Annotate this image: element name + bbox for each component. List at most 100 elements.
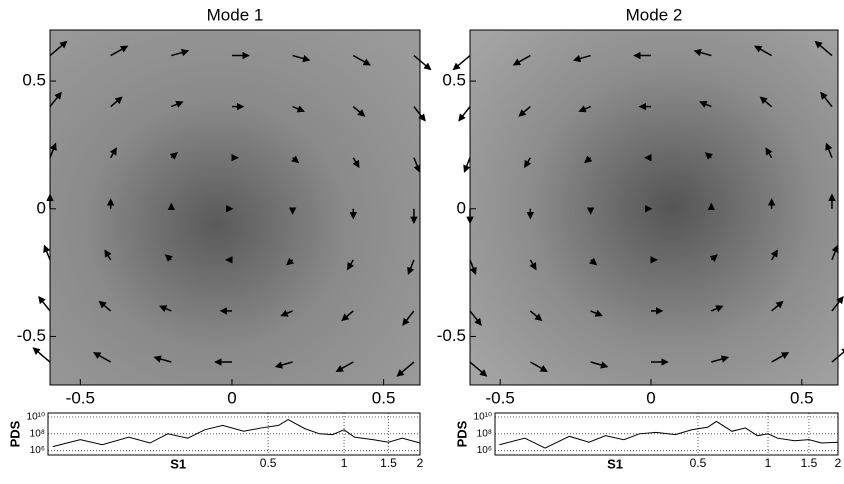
vector-arrow: [98, 300, 112, 312]
vector-arrow: [153, 355, 172, 363]
vector-arrow: [402, 310, 415, 326]
y-tick-label: 10⁸: [30, 428, 45, 439]
vector-arrow: [169, 152, 178, 160]
vector-arrow: [286, 257, 295, 266]
vector-arrow: [292, 54, 311, 63]
vector-arrow: [341, 310, 354, 322]
vector-arrow: [110, 96, 123, 108]
y-tick-label: 10⁸: [477, 428, 492, 439]
x-tick-label: 2: [417, 456, 424, 470]
vector-arrow: [280, 309, 293, 317]
vector-arrow: [171, 100, 184, 108]
vector-arrow: [518, 106, 531, 117]
y-tick-label: 10¹⁰: [27, 412, 45, 423]
vector-arrow: [589, 257, 598, 266]
vector-arrow: [529, 310, 543, 322]
vector-arrow: [463, 157, 471, 173]
x-axis-label: S1: [170, 456, 186, 471]
x-tick-label: 1: [341, 456, 348, 470]
vector-arrow: [347, 259, 355, 271]
vector-arrow: [274, 361, 293, 369]
vector-arrow: [413, 106, 426, 122]
vector-arrow: [38, 295, 51, 312]
vector-arrow: [291, 155, 300, 164]
vector-arrow: [699, 100, 712, 108]
vector-arrow: [771, 352, 790, 363]
vector-arrow: [765, 147, 773, 159]
y-tick-label: 10⁶: [30, 445, 45, 456]
vector-arrow: [709, 254, 718, 262]
vector-arrow: [49, 40, 68, 57]
vector-arrow: [825, 142, 833, 158]
y-axis-label: PDS: [454, 420, 469, 447]
plot-frame: [49, 29, 421, 386]
plot-frame: [47, 412, 421, 456]
spectrum-line: [499, 420, 839, 449]
vector-arrow: [831, 244, 839, 261]
vector-arrow: [512, 54, 531, 66]
x-tick-label: 1: [765, 456, 772, 470]
vector-arrow: [458, 106, 471, 122]
vector-arrow: [352, 106, 366, 117]
vector-arrow: [32, 347, 51, 363]
field-background: [50, 30, 420, 385]
x-tick-label: 0.5: [372, 388, 396, 407]
y-tick-label: 0.5: [442, 71, 466, 90]
vector-arrow: [109, 147, 117, 159]
plot-frame: [494, 412, 839, 456]
x-axis-label: S1: [607, 456, 623, 471]
vector-arrow: [529, 361, 548, 372]
vector-arrow: [770, 249, 778, 261]
vector-arrow: [413, 157, 421, 173]
y-tick-label: -0.5: [437, 326, 466, 345]
vector-arrow: [578, 105, 591, 113]
vector-arrow: [529, 259, 537, 271]
vector-arrow: [352, 157, 360, 169]
vector-arrow: [396, 361, 415, 377]
y-axis-label: PDS: [7, 420, 22, 447]
vector-arrow: [159, 305, 172, 313]
vector-arrow: [771, 300, 784, 312]
field-background: [470, 30, 838, 385]
vector-arrow: [831, 347, 844, 363]
x-tick-label: 0.5: [260, 456, 277, 470]
panel-title: Mode 1: [207, 5, 264, 24]
vector-arrow: [704, 152, 713, 160]
spectrum-line: [52, 418, 421, 448]
vector-arrow: [164, 254, 173, 262]
vector-arrow: [711, 305, 724, 313]
vector-arrow: [759, 96, 773, 108]
x-tick-label: 0: [646, 388, 655, 407]
vector-arrow: [49, 142, 57, 158]
vector-arrow: [590, 361, 609, 369]
x-tick-label: -0.5: [486, 388, 515, 407]
vector-arrow: [104, 249, 112, 261]
x-tick-label: 0.5: [790, 388, 814, 407]
vector-arrow: [820, 91, 833, 108]
vector-arrow: [469, 259, 477, 276]
vector-arrow: [831, 295, 844, 312]
vector-arrow: [693, 48, 712, 57]
vector-arrow: [413, 54, 432, 71]
y-tick-label: 0.5: [22, 71, 46, 90]
vector-arrow: [754, 45, 773, 57]
x-tick-label: 1.5: [801, 456, 818, 470]
vector-arrow: [711, 355, 730, 363]
vector-arrow: [110, 45, 129, 57]
vector-arrow: [469, 361, 488, 377]
vector-arrow: [292, 105, 305, 113]
vector-arrow: [524, 157, 532, 169]
y-tick-label: 0: [37, 198, 46, 217]
y-tick-label: 10¹⁰: [474, 412, 492, 423]
plot-frame: [469, 29, 839, 386]
vector-arrow: [452, 54, 471, 71]
x-tick-label: 0.5: [690, 456, 707, 470]
vector-arrow: [584, 155, 593, 164]
vector-arrow: [92, 352, 112, 363]
vector-arrow: [469, 310, 482, 326]
vector-arrow: [407, 259, 415, 276]
vector-arrow: [335, 361, 354, 372]
y-tick-label: 10⁶: [477, 445, 492, 456]
